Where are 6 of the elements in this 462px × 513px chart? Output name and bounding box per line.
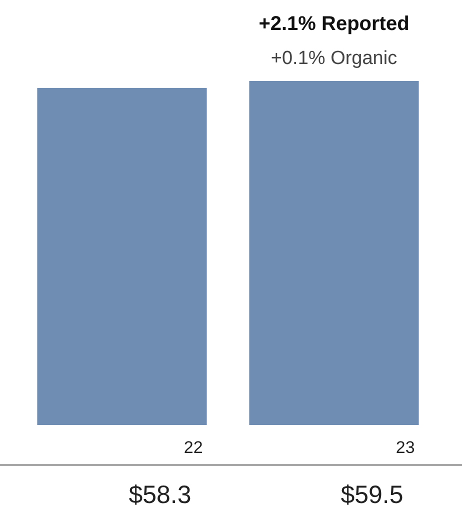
text: +2.1% Reported bbox=[258, 13, 410, 35]
data-label: $59.5 bbox=[340, 481, 404, 509]
data-label: $58.3 bbox=[128, 481, 192, 509]
text: +0.1% Organic bbox=[270, 48, 398, 69]
x-tick-label: 23 bbox=[396, 438, 415, 457]
x-tick-label: 22 bbox=[184, 438, 203, 457]
